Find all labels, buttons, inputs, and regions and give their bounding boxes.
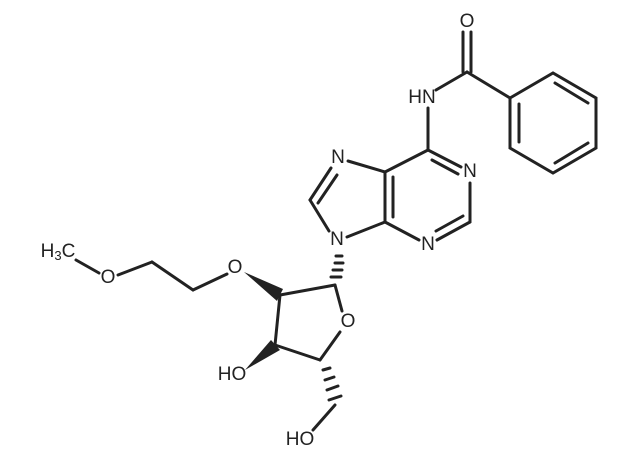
atom-label: N [331,147,345,168]
atom-h: H [41,241,55,262]
atom-label: HO [218,364,247,385]
atom-label: N [421,234,435,255]
atom-c: C [62,241,76,262]
atom-label: N [330,229,344,250]
atom-label: HN [408,87,435,108]
atom-label: O [341,311,356,332]
atom-label: HO [286,429,315,450]
atom-label: O [101,267,116,288]
atom-subscript: 3 [54,248,61,263]
atom-labels: O HN N N N N O O O HO HO H3C [41,11,477,450]
atom-label: H3C [41,241,76,263]
atom-label: O [460,11,475,32]
bonds [74,30,598,432]
atom-label: O [228,257,243,278]
atom-label: N [463,161,477,182]
